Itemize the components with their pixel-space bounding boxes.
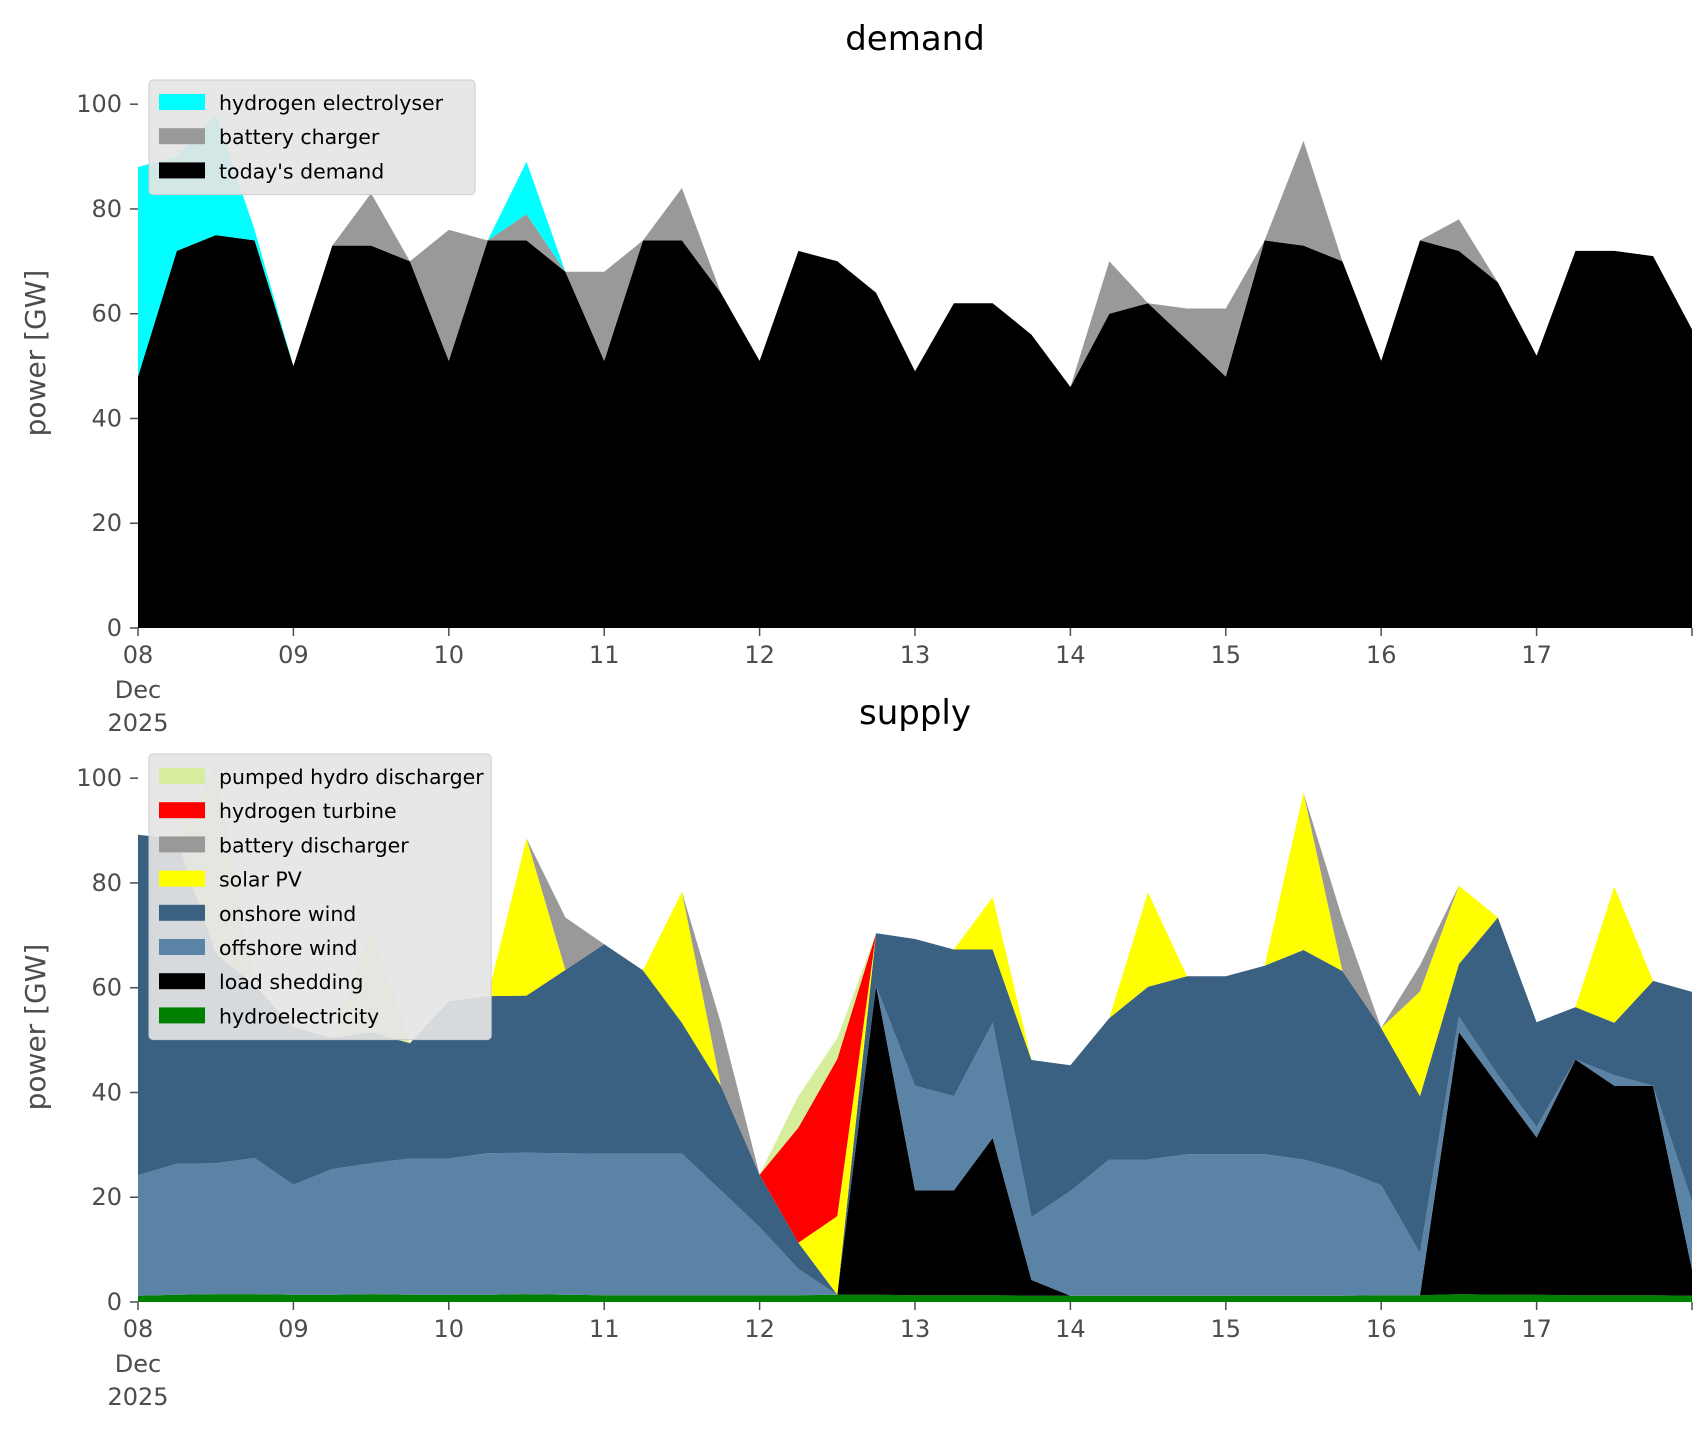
legend-label: hydrogen turbine [219, 799, 397, 823]
x-tick-label: 16 [1366, 641, 1397, 669]
y-tick-label: 100 [76, 90, 122, 118]
x-tick-label: 10 [434, 641, 465, 669]
legend-label: pumped hydro discharger [219, 765, 484, 789]
y-tick-label: 60 [91, 974, 122, 1002]
y-tick-label: 80 [91, 195, 122, 223]
series-area-offshore-wind [138, 985, 1692, 1296]
x-tick-sublabel: 2025 [107, 1383, 168, 1411]
x-tick-label: 11 [589, 1315, 620, 1343]
y-tick-label: 20 [91, 1183, 122, 1211]
legend-label: offshore wind [219, 936, 357, 960]
series-area-solar-pv [138, 792, 1692, 1295]
legend-swatch [159, 870, 205, 887]
x-tick-label: 14 [1055, 641, 1086, 669]
x-tick-label: 17 [1521, 641, 1552, 669]
y-axis-label: power [GW] [19, 944, 52, 1111]
x-tick-label: 13 [900, 1315, 931, 1343]
x-tick-label: 15 [1211, 1315, 1242, 1343]
series-area-onshore-wind [138, 834, 1692, 1295]
x-tick-label: 08 [123, 1315, 154, 1343]
legend-box [148, 79, 476, 196]
chart-title: demand [845, 19, 985, 59]
legend-box [148, 753, 492, 1041]
series-area-hydrogen-electrolyser [138, 114, 1692, 387]
legend-label: hydrogen electrolyser [219, 91, 444, 115]
legend-label: onshore wind [219, 902, 356, 926]
series-area-battery-charger [138, 140, 1692, 387]
y-tick-label: 40 [91, 1078, 122, 1106]
x-tick-sublabel: Dec [115, 1350, 161, 1378]
series-area-load-shedding [138, 985, 1692, 1296]
legend-label: today's demand [219, 159, 384, 183]
legend-swatch [159, 836, 205, 853]
legend-swatch [159, 128, 205, 145]
legend-swatch [159, 802, 205, 819]
x-tick-sublabel: Dec [115, 676, 161, 704]
chart-panel-supply: supply 0 20 40 60 80 100 08 09 10 11 12 13 14 15 16 17 De… [19, 693, 1693, 1411]
y-tick-label: 40 [91, 404, 122, 432]
series-area-hydroelectricity [138, 1294, 1692, 1302]
y-tick-label: 0 [107, 1288, 122, 1316]
x-tick-label: 09 [278, 1315, 309, 1343]
x-tick-label: 10 [434, 1315, 465, 1343]
legend-swatch [159, 904, 205, 921]
y-tick-label: 0 [107, 614, 122, 642]
chart-panel-demand: demand 0 20 40 60 80 100 08 09 10 11 12 13 14 15 16 17 De… [19, 19, 1693, 737]
series-area-today-s-demand [138, 235, 1692, 628]
legend-swatch [159, 939, 205, 955]
y-tick-label: 100 [76, 764, 122, 792]
y-tick-label: 60 [91, 300, 122, 328]
x-tick-label: 12 [744, 641, 775, 669]
x-tick-label: 17 [1521, 1315, 1552, 1343]
legend-label: battery charger [219, 125, 380, 149]
x-tick-label: 14 [1055, 1315, 1086, 1343]
x-tick-sublabel: 2025 [107, 709, 168, 737]
legend-swatch [159, 94, 205, 110]
legend-swatch [159, 1007, 205, 1024]
x-tick-label: 12 [744, 1315, 775, 1343]
x-tick-label: 16 [1366, 1315, 1397, 1343]
y-tick-label: 80 [91, 869, 122, 897]
x-tick-label: 13 [900, 641, 931, 669]
y-tick-label: 20 [91, 509, 122, 537]
legend-label: battery discharger [219, 833, 409, 857]
x-tick-label: 11 [589, 641, 620, 669]
x-tick-label: 09 [278, 641, 309, 669]
y-axis-label: power [GW] [19, 270, 52, 437]
chart-title: supply [859, 693, 971, 733]
legend-label: load shedding [219, 970, 363, 994]
legend-label: solar PV [219, 868, 302, 892]
legend-swatch [159, 162, 205, 179]
legend-label: hydroelectricity [219, 1004, 379, 1028]
legend-swatch [159, 768, 205, 784]
x-tick-label: 15 [1211, 641, 1242, 669]
legend-swatch [159, 973, 205, 990]
x-tick-label: 08 [123, 641, 154, 669]
